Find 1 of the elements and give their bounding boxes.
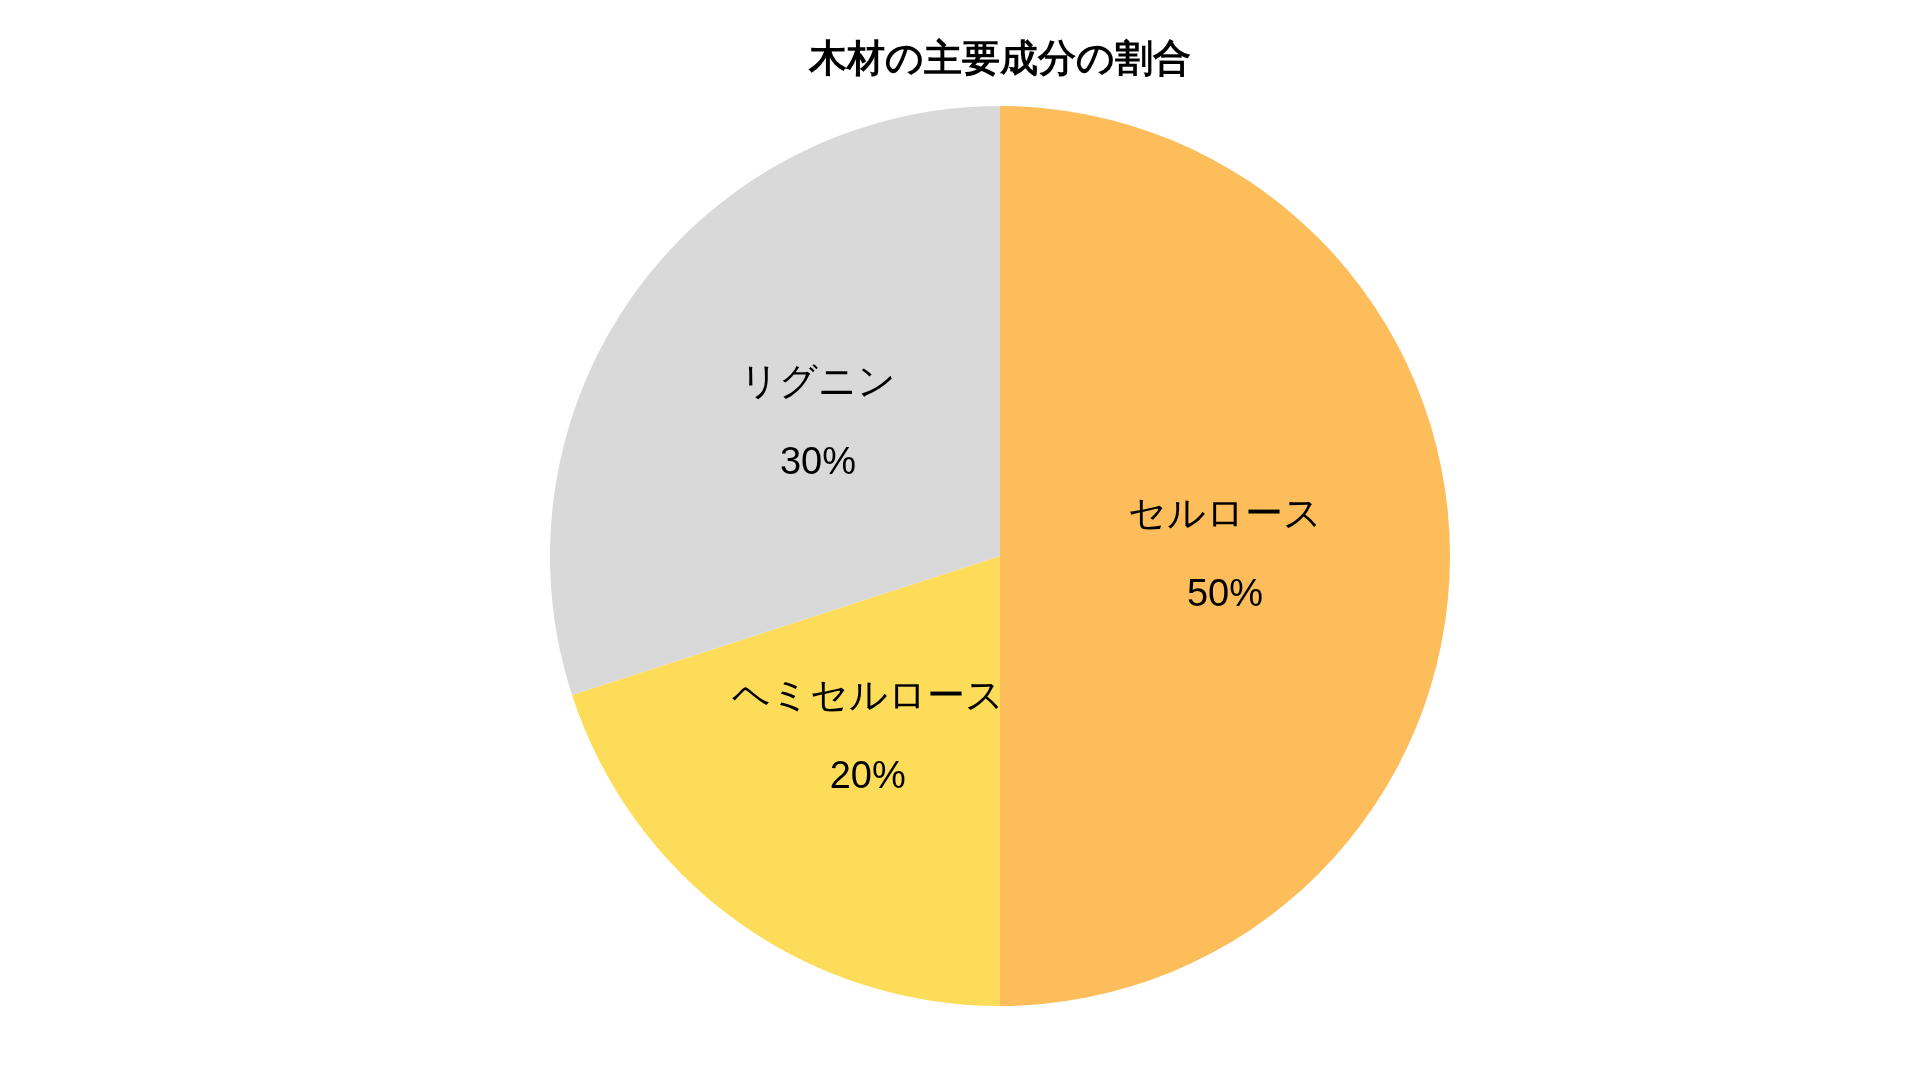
title: 木材の主要成分の割合 [809, 37, 1191, 80]
